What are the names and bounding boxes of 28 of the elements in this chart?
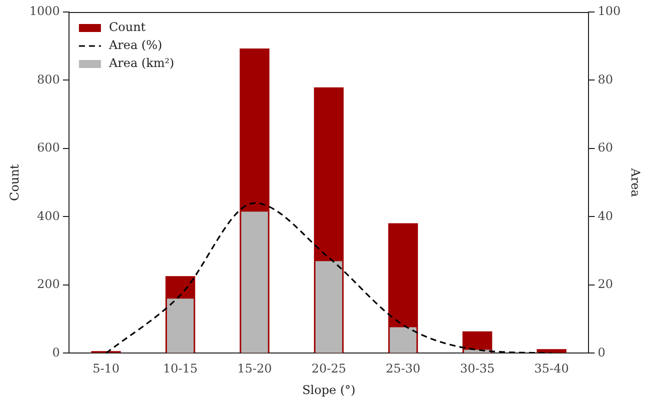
x-axis-title: Slope (°) [302, 382, 356, 397]
bar [536, 349, 566, 353]
legend-label: Count [108, 20, 146, 34]
bar [390, 327, 416, 353]
x-tick-label: 30-35 [460, 362, 495, 376]
y-tick-label: 400 [37, 208, 60, 223]
y-axis-title: Count [7, 164, 22, 201]
legend-label: Area (%) [108, 38, 162, 52]
y2-tick-label: 40 [598, 208, 613, 223]
x-tick-label: 5-10 [92, 362, 120, 376]
y-tick-label: 0 [52, 345, 60, 360]
line-series [105, 202, 552, 354]
x-tick-label: 35-40 [534, 362, 569, 376]
y2-tick-label: 0 [598, 345, 606, 360]
y2-tick-label: 60 [598, 140, 613, 155]
y-tick-label: 1000 [29, 4, 60, 18]
y-tick-label: 600 [37, 140, 60, 155]
y2-tick-label: 100 [598, 4, 621, 18]
y-tick-label: 200 [37, 277, 60, 292]
x-tick-label: 20-25 [312, 362, 346, 376]
y2-tick-label: 20 [598, 277, 613, 292]
y2-tick-label: 80 [598, 72, 613, 86]
x-tick-label: 15-20 [237, 362, 272, 376]
x-tick-label: 10-15 [163, 362, 198, 376]
y2-axis-title: Area [628, 167, 643, 197]
y-tick-label: 800 [37, 72, 60, 86]
x-tick-label: 25-30 [386, 362, 420, 376]
legend-label: Area (km²) [108, 56, 174, 70]
